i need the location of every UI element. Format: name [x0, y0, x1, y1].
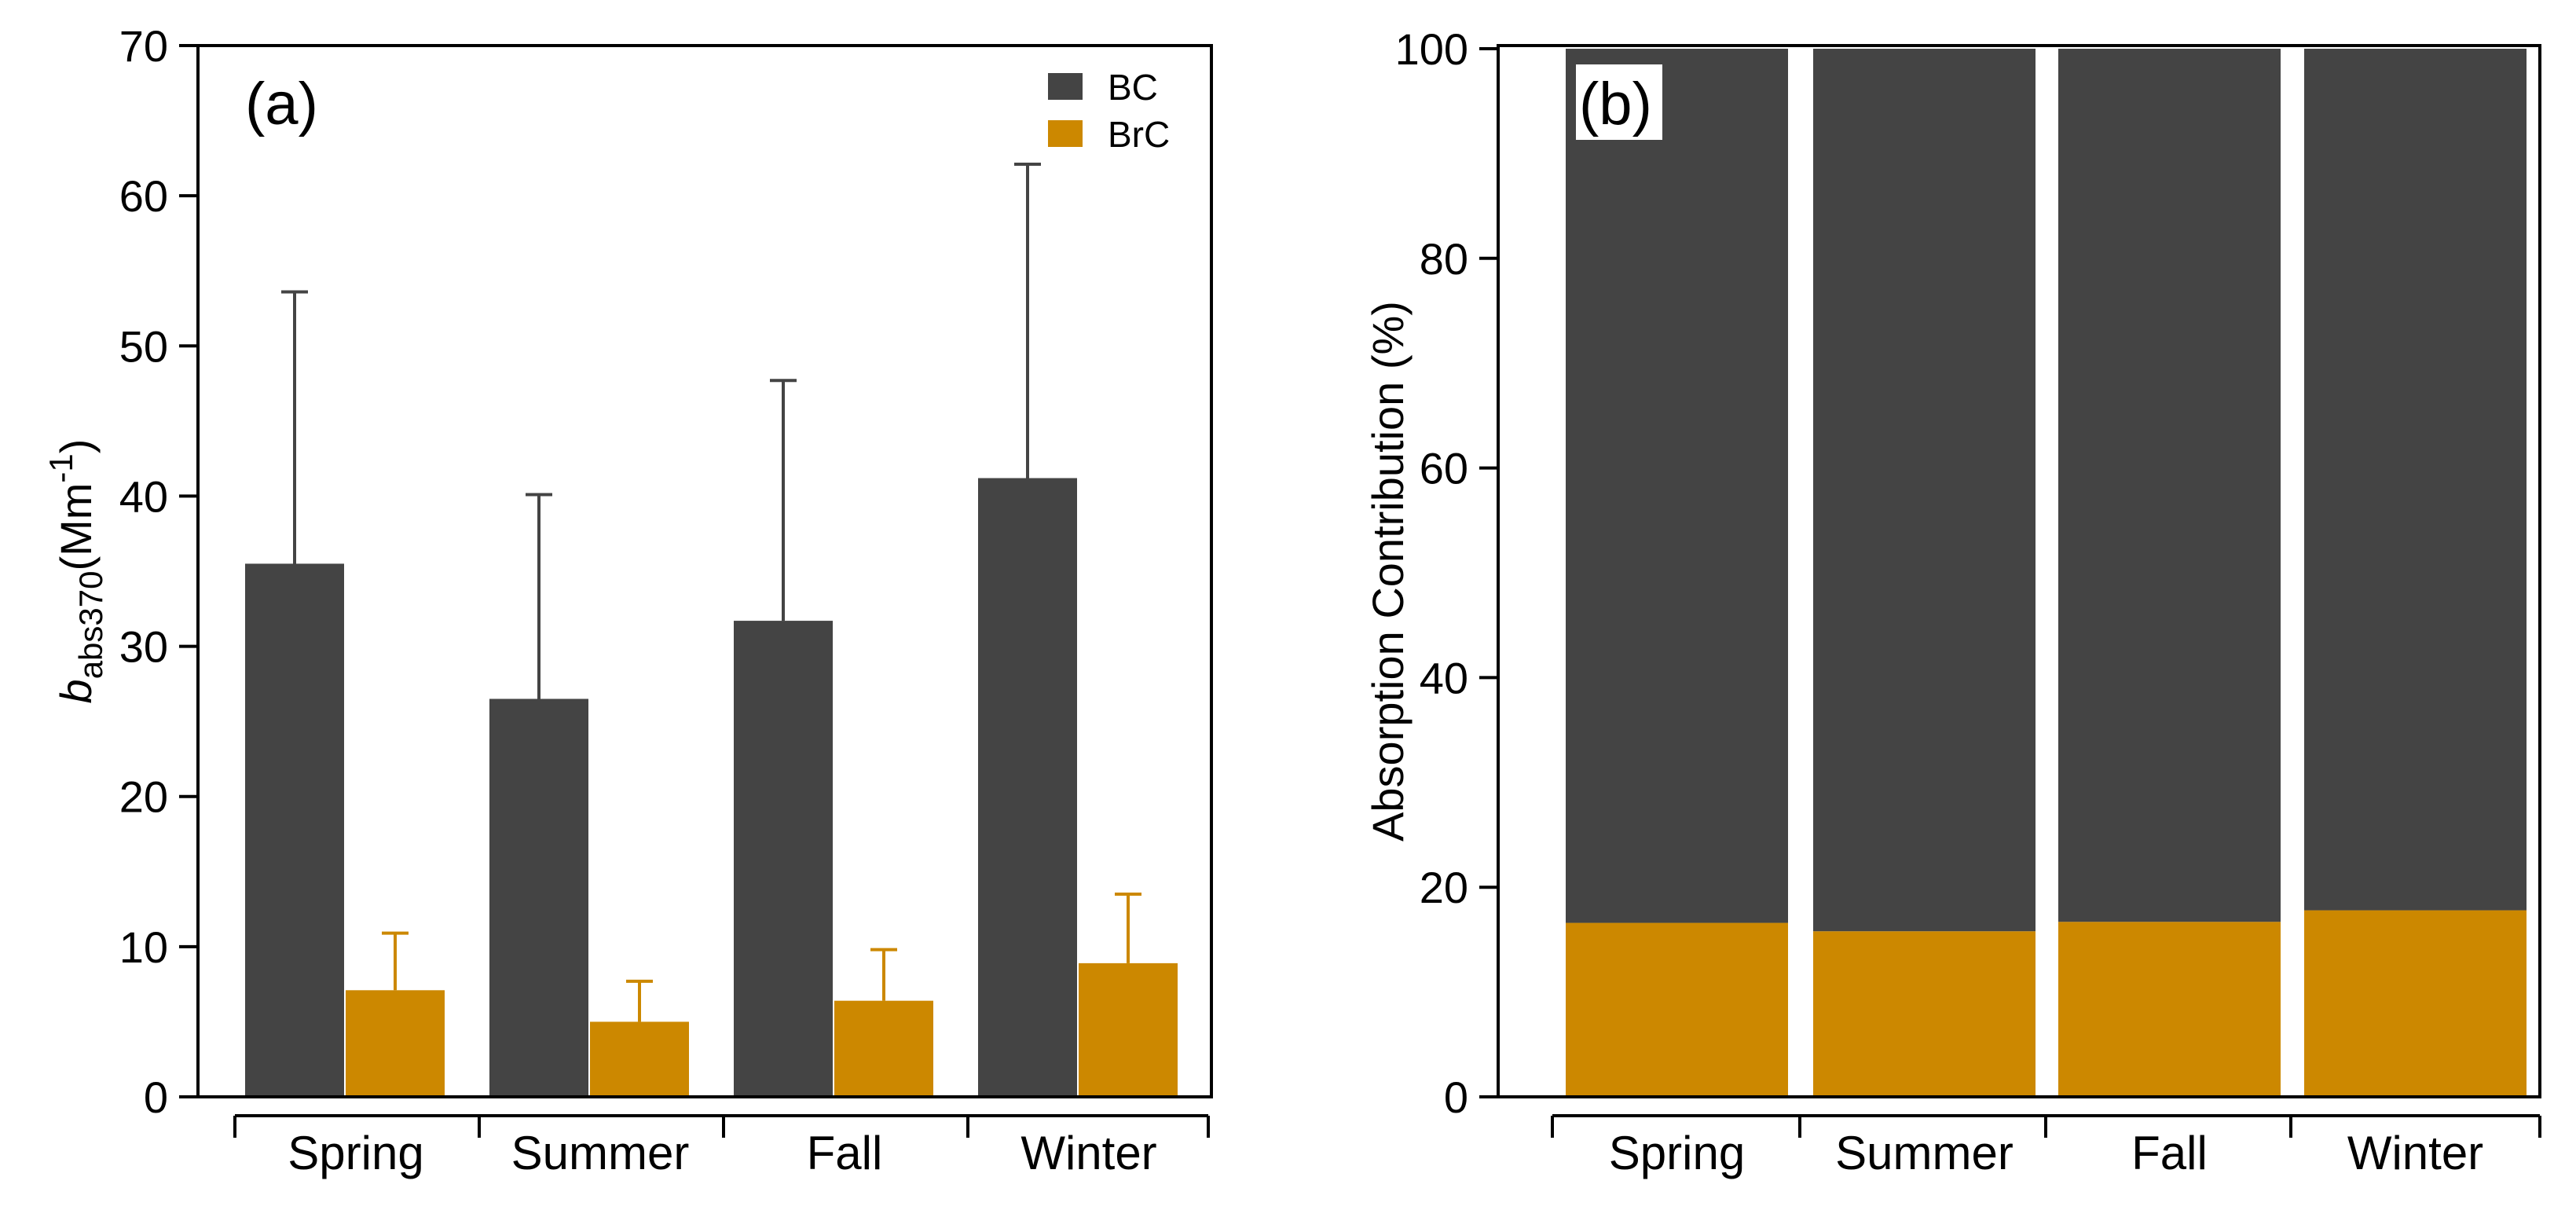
panel-a-legend: BC BrC [1048, 67, 1170, 155]
bar-brc-fall [834, 1000, 933, 1097]
panel-b-tag: (b) [1579, 71, 1652, 138]
panel-a-x-tick-label: Spring [288, 1127, 423, 1179]
panel-b-y-tick-label: 100 [1395, 24, 1468, 74]
panel-b-y-ticks: 0 20 40 60 80 100 [1395, 24, 1498, 1122]
panel-a-x-tick-label: Winter [1021, 1127, 1156, 1179]
bar-brc-spring [346, 990, 445, 1097]
panel-a-x-tick-label: Summer [511, 1127, 690, 1179]
panel-b-y-tick-label: 40 [1420, 653, 1468, 702]
panel-b-bars [1566, 49, 2527, 1097]
panel-b-y-tick-label: 80 [1420, 234, 1468, 284]
bar-brc-summer [590, 1021, 689, 1097]
panel-b-x-tick-label: Summer [1835, 1127, 2014, 1179]
panel-a-y-tick-label: 0 [144, 1072, 168, 1122]
panel-a-x-tick-label: Fall [807, 1127, 883, 1179]
panel-a-y-ticks: 0 10 20 30 40 50 60 70 [119, 21, 198, 1122]
panel-a: 0 10 20 30 40 50 60 70 Spring Summer Fall Winter (… [42, 21, 1213, 1179]
panel-b-tag-background [1576, 64, 1662, 140]
panel-a-y-tick-label: 40 [119, 471, 168, 521]
bar-bc-winter-share [2304, 49, 2527, 911]
panel-b-y-axis-title: Absorption Contribution (%) [1363, 301, 1413, 842]
panel-a-y-tick-label: 20 [119, 772, 168, 822]
bar-brc-spring-share [1566, 922, 1788, 1097]
panel-b-y-tick-label: 0 [1444, 1072, 1468, 1122]
legend-label-brc: BrC [1108, 114, 1170, 155]
panel-a-bars [245, 163, 1178, 1097]
bar-bc-winter [978, 478, 1077, 1097]
panel-a-y-tick-label: 30 [119, 622, 168, 672]
bar-bc-summer-share [1813, 49, 2036, 932]
bar-bc-spring [245, 563, 344, 1097]
bar-brc-fall-share [2058, 922, 2281, 1097]
panel-b-y-tick-label: 60 [1420, 444, 1468, 493]
panel-a-x-ticks: Spring Summer Fall Winter [233, 1116, 1210, 1179]
bar-brc-winter [1079, 962, 1178, 1097]
panel-a-frame [196, 44, 1213, 1098]
panel-b-y-tick-label: 20 [1420, 863, 1468, 912]
panel-a-y-tick-label: 70 [119, 21, 168, 71]
legend-swatch-bc [1048, 73, 1083, 100]
bar-brc-summer-share [1813, 931, 2036, 1097]
panel-a-y-axis-title: babs370(Mm-1) [42, 439, 109, 704]
panel-b-x-ticks: Spring Summer Fall Winter [1551, 1116, 2541, 1179]
panel-b-x-tick-label: Fall [2131, 1127, 2208, 1179]
panel-a-y-tick-label: 60 [119, 171, 168, 221]
panel-b-frame [1497, 44, 2541, 1098]
panel-a-y-tick-label: 50 [119, 321, 168, 371]
bar-bc-fall-share [2058, 49, 2281, 922]
legend-label-bc: BC [1108, 67, 1158, 108]
panel-a-y-tick-label: 10 [119, 922, 168, 972]
panel-b-x-tick-label: Winter [2347, 1127, 2483, 1179]
bar-bc-summer [489, 698, 588, 1097]
bar-bc-fall [734, 621, 833, 1097]
legend-swatch-brc [1048, 120, 1083, 147]
panel-a-tag: (a) [245, 71, 318, 138]
panel-b-x-tick-label: Spring [1609, 1127, 1745, 1179]
bar-brc-winter-share [2304, 910, 2527, 1097]
bar-bc-spring-share [1566, 49, 1788, 923]
